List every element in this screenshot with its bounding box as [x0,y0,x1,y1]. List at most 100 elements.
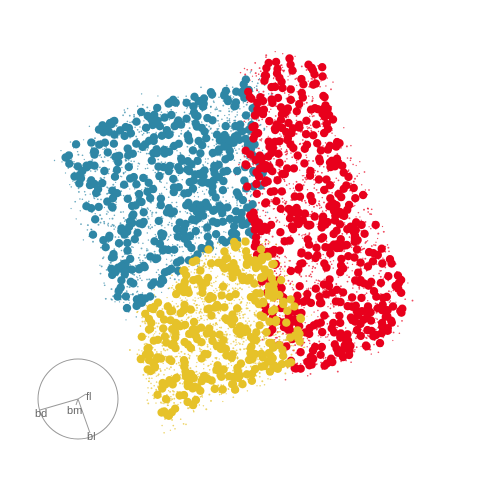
background-dot [314,282,316,284]
data-point [268,167,276,175]
background-dot [262,210,264,212]
background-dot [247,318,248,319]
background-dot [183,423,185,425]
background-dot [60,150,61,151]
background-dot [264,346,265,347]
background-dot [99,214,101,216]
data-point [235,123,243,131]
data-point [241,160,249,168]
background-dot [246,304,247,305]
background-dot [120,176,121,177]
background-dot [200,310,202,312]
data-point [334,349,342,357]
background-dot [243,348,245,350]
background-dot [226,117,228,119]
background-dot [180,418,182,420]
background-dot [160,370,162,372]
background-dot [142,104,144,106]
background-dot [197,317,198,318]
background-dot [123,217,125,219]
background-dot [163,432,165,434]
data-point [159,163,167,171]
background-dot [216,108,218,110]
background-dot [187,146,189,148]
background-dot [225,331,227,333]
background-dot [367,211,369,213]
background-dot [284,160,286,162]
background-dot [201,318,202,319]
background-dot [226,85,228,87]
background-dot [273,78,274,79]
background-dot [196,287,197,288]
background-dot [266,126,267,127]
background-dot [212,361,214,363]
background-dot [304,322,305,323]
background-dot [137,291,138,292]
background-dot [186,314,187,315]
background-dot [193,226,195,228]
background-dot [163,374,165,376]
data-point [295,209,303,217]
background-dot [327,77,328,78]
background-dot [321,172,323,174]
background-dot [327,155,329,157]
data-point [369,332,377,340]
background-dot [193,410,194,411]
background-dot [313,115,315,117]
background-dot [302,234,303,235]
background-dot [129,286,131,288]
background-dot [306,102,308,104]
data-point [289,225,297,233]
data-point [295,183,303,191]
background-dot [211,132,213,134]
data-point [153,391,161,399]
background-dot [365,241,367,243]
background-dot [307,346,308,347]
data-point [182,201,190,209]
background-dot [286,158,287,159]
background-dot [54,160,55,161]
background-dot [222,401,223,402]
background-dot [159,193,160,194]
background-dot [200,86,202,88]
background-dot [171,259,172,260]
data-point [171,405,179,413]
data-point [318,328,326,336]
background-dot [198,298,199,299]
data-point [365,307,373,315]
background-dot [198,186,200,188]
background-dot [282,315,284,317]
background-dot [186,319,187,320]
background-dot [259,78,260,79]
data-point [164,99,172,107]
background-dot [196,292,198,294]
background-dot [313,187,315,189]
background-dot [137,106,138,107]
background-dot [106,269,108,271]
background-dot [204,301,205,302]
background-dot [215,322,216,323]
background-dot [307,338,308,339]
background-dot [236,344,237,345]
data-point [321,220,329,228]
background-dot [169,119,171,121]
data-point [124,151,132,159]
background-dot [148,377,150,379]
data-point [330,230,338,238]
background-dot [280,167,281,168]
background-dot [308,288,309,289]
background-dot [126,290,128,292]
background-dot [238,164,240,166]
background-dot [312,96,313,97]
background-dot [319,166,320,167]
background-dot [263,128,265,130]
background-dot [161,403,162,404]
background-dot [203,266,205,268]
background-dot [94,137,96,139]
background-dot [260,348,262,350]
background-dot [378,273,380,275]
background-dot [215,281,217,283]
background-dot [210,112,211,113]
data-point [115,152,123,160]
background-dot [241,247,243,249]
